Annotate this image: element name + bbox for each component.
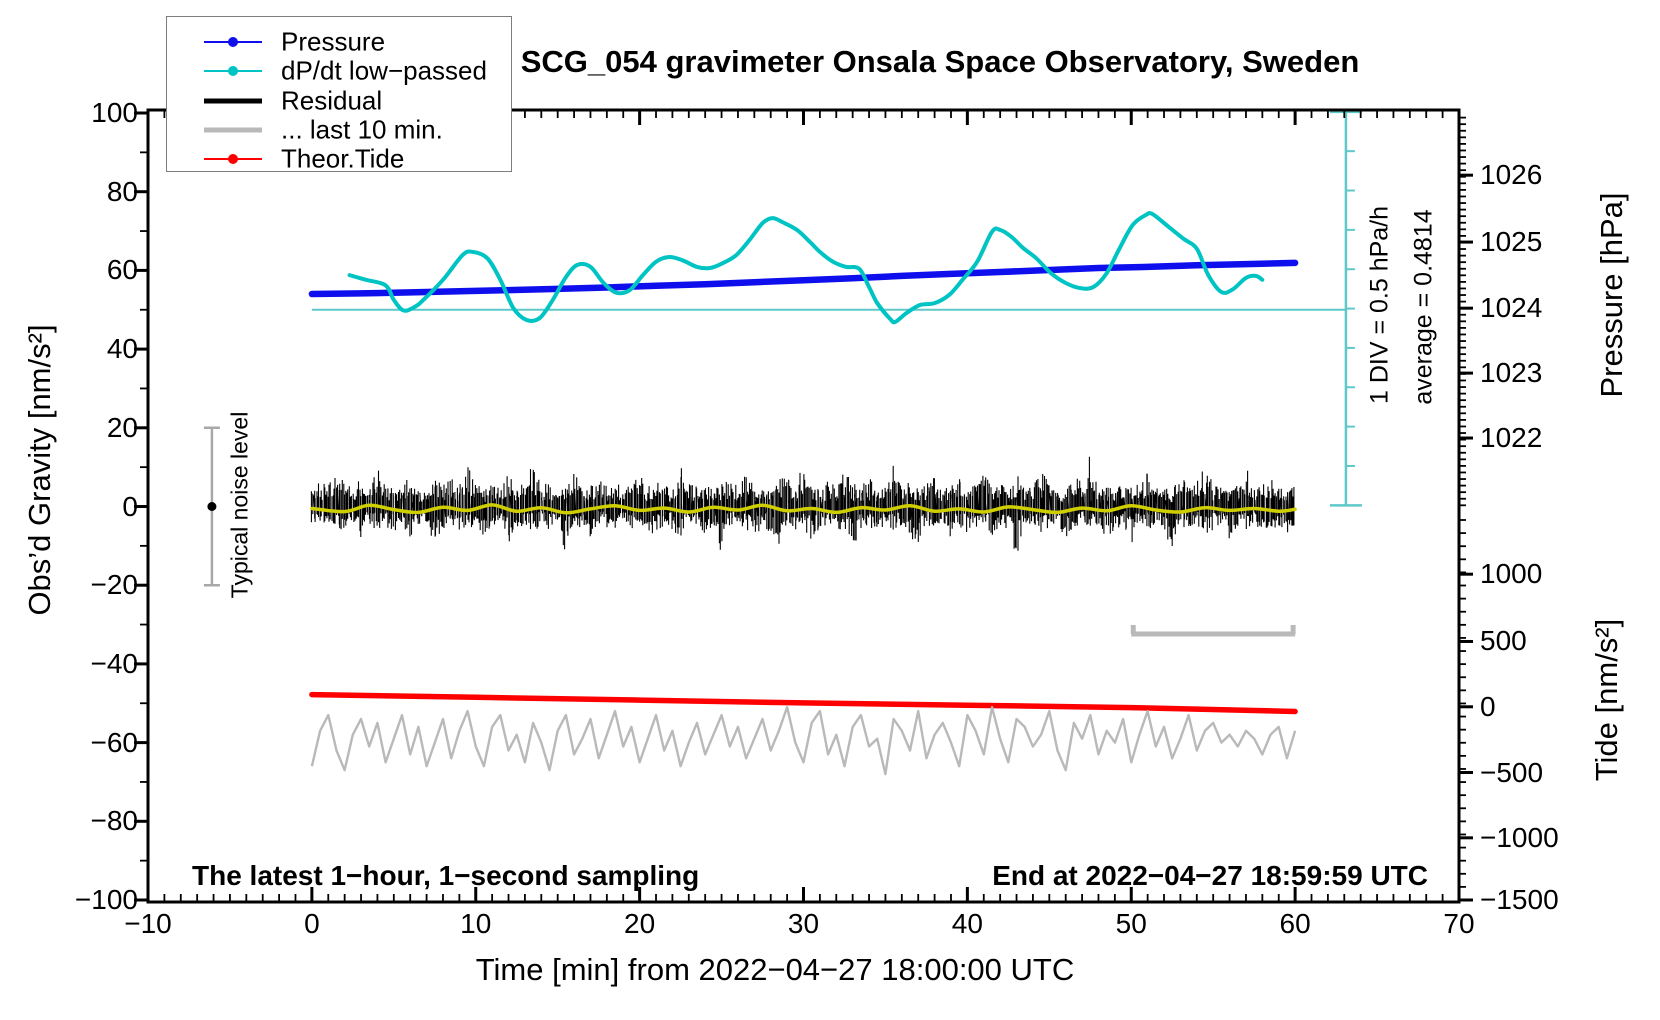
x-tick-label: 70	[1443, 908, 1475, 939]
noise-errorbar-dot	[207, 502, 217, 511]
gravity-tick-label: 80	[106, 175, 138, 207]
x-tick-label: 0	[304, 908, 320, 939]
legend-label: Residual	[281, 85, 383, 115]
last10-gray-curve	[310, 706, 1297, 776]
legend-item-last10: ... last 10 min.	[167, 114, 511, 144]
x-tick-label: 30	[787, 908, 820, 939]
x-tick-label: 10	[460, 908, 492, 939]
gravity-tick-label: −80	[90, 805, 139, 837]
tide-tick-label: −1000	[1480, 821, 1559, 853]
residual_lowpassed_yellow-curve	[310, 503, 1297, 515]
tide-line-dot-icon	[204, 144, 262, 173]
tide-axis-title: Tide [nm/s²]	[1589, 618, 1624, 782]
tide-tick-label: 1000	[1480, 558, 1543, 590]
legend-label: Theor.Tide	[281, 143, 405, 173]
residual-noise	[310, 456, 1295, 551]
pressure-tick-label: 1023	[1480, 357, 1543, 389]
legend-label: Pressure	[281, 26, 386, 56]
gravity-tick-label: 40	[106, 333, 138, 365]
x-tick-label: 60	[1279, 908, 1311, 939]
pressure-tick-label: 1022	[1480, 422, 1543, 454]
legend-box: Pressure dP/dt low−passed Residual ... l…	[166, 16, 512, 173]
gravity-tick-label: −40	[90, 647, 139, 679]
gravity-tick-label: 0	[122, 490, 138, 522]
dpdt-line-dot-icon	[204, 56, 262, 85]
x-tick-label: 40	[951, 908, 983, 939]
pressure-axis-title: Pressure [hPa]	[1594, 192, 1629, 398]
legend-label: ... last 10 min.	[281, 114, 443, 144]
x-tick-label: 50	[1115, 908, 1147, 939]
gravity-axis-title: Obs’d Gravity [nm/s²]	[22, 324, 57, 616]
pressure-curve	[308, 259, 1299, 298]
pressure-tick-label: 1024	[1480, 292, 1543, 324]
legend-item-pressure: Pressure	[167, 26, 511, 56]
gravity-tick-label: 100	[91, 97, 138, 128]
noise-level-label: Typical noise level	[226, 411, 253, 599]
gravity-tick-label: −60	[90, 726, 139, 758]
pressure-tick-label: 1026	[1480, 159, 1543, 191]
x-axis-title: Time [min] from 2022−04−27 18:00:00 UTC	[475, 952, 1075, 987]
gravity-tick-label: 60	[106, 254, 138, 286]
legend-item-dpdt: dP/dt low−passed	[167, 55, 511, 85]
dpdt_lowpassed-curve	[347, 211, 1265, 325]
tide-tick-label: 500	[1480, 625, 1527, 657]
end-time-note: End at 2022−04−27 18:59:59 UTC	[992, 860, 1428, 891]
legend-label: dP/dt low−passed	[281, 55, 487, 85]
legend-item-residual: Residual	[167, 85, 511, 115]
sampling-note: The latest 1−hour, 1−second sampling	[192, 860, 700, 891]
tide-tick-label: −1500	[1480, 884, 1559, 915]
residual-line-icon	[204, 86, 262, 115]
average-note: average = 0.4814	[1409, 209, 1438, 405]
pressure-tick-label: 1025	[1480, 226, 1543, 258]
tide-tick-label: −500	[1480, 756, 1544, 788]
tide-tick-label: 0	[1480, 690, 1496, 722]
gravity-tick-label: −100	[74, 884, 138, 915]
div-scale-note: 1 DIV = 0.5 hPa/h	[1365, 205, 1394, 405]
theor_tide-curve	[309, 691, 1298, 715]
pressure-line-dot-icon	[204, 27, 262, 56]
x-tick-label: −10	[124, 908, 172, 939]
legend-item-tide: Theor.Tide	[167, 143, 511, 173]
x-tick-label: 20	[624, 908, 656, 939]
last10-line-icon	[204, 115, 262, 144]
chart-title: SCG_054 gravimeter Onsala Space Observat…	[520, 44, 1360, 79]
gravity-tick-label: −20	[90, 569, 139, 601]
gravity-tick-label: 20	[106, 411, 138, 443]
